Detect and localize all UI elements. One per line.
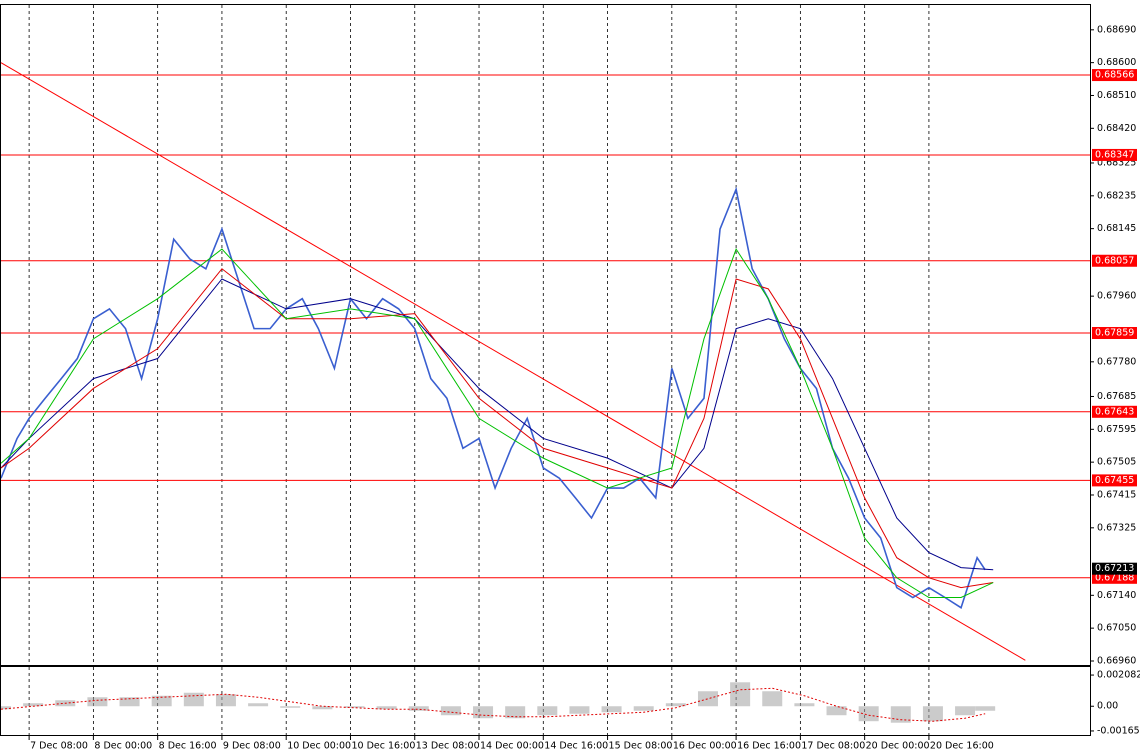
- x-tick-label: 20 Dec 16:00: [930, 741, 994, 752]
- level-label: 0.68566: [1095, 70, 1134, 81]
- x-tick-label: 20 Dec 00:00: [866, 741, 930, 752]
- histogram-bar: [922, 706, 943, 722]
- x-tick-label: 15 Dec 08:00: [609, 741, 673, 752]
- y-tick-label: 0.67960: [1097, 291, 1136, 302]
- signal-line: [1, 687, 986, 722]
- histogram-bar: [569, 706, 590, 714]
- y-tick-label: -0.00165: [1097, 725, 1140, 736]
- histogram-bar: [537, 706, 558, 716]
- x-tick-label: 10 Dec 16:00: [351, 741, 415, 752]
- histogram-bar: [280, 706, 301, 708]
- y-tick-label: 0.67780: [1097, 356, 1136, 367]
- level-label-box: [1092, 69, 1137, 82]
- histogram-bar: [248, 703, 269, 707]
- level-label: 0.68347: [1095, 149, 1134, 160]
- main-panel: [0, 4, 1091, 666]
- moving-average: [1, 247, 994, 599]
- histogram-bar: [826, 706, 847, 716]
- y-tick-label: 0.68600: [1097, 57, 1136, 68]
- x-tick-label: 14 Dec 00:00: [480, 741, 544, 752]
- histogram-bar: [440, 706, 461, 716]
- y-tick-label: 0.68235: [1097, 190, 1136, 201]
- histogram-bar: [1, 706, 11, 710]
- trend-line: [0, 62, 1026, 661]
- level-label-box: [1092, 474, 1137, 487]
- y-tick-label: 0.002082: [1097, 670, 1140, 681]
- x-tick-label: 8 Dec 00:00: [94, 741, 152, 752]
- x-tick-label: 16 Dec 16:00: [737, 741, 801, 752]
- y-tick-label: 0.67595: [1097, 424, 1136, 435]
- level-label-box: [1092, 405, 1137, 418]
- price-line: [1, 186, 986, 609]
- y-tick-label: 0.67505: [1097, 457, 1136, 468]
- x-tick-label: 8 Dec 16:00: [159, 741, 217, 752]
- x-tick-label: 14 Dec 16:00: [544, 741, 608, 752]
- x-tick-label: 7 Dec 08:00: [30, 741, 88, 752]
- level-label-box: [1092, 148, 1137, 161]
- y-tick-label: 0.68420: [1097, 123, 1136, 134]
- y-tick-label: 0.67050: [1097, 623, 1136, 634]
- x-tick-label: 13 Dec 08:00: [416, 741, 480, 752]
- x-tick-label: 10 Dec 00:00: [287, 741, 351, 752]
- histogram-bar: [376, 706, 397, 710]
- histogram-bar: [151, 695, 172, 707]
- level-label-box: [1092, 254, 1137, 267]
- y-tick-label: 0.00: [1097, 701, 1118, 712]
- level-label-box: [1092, 326, 1137, 339]
- histogram-bar: [697, 691, 718, 707]
- last-price-box: [1092, 562, 1137, 575]
- y-tick-label: 0.68145: [1097, 223, 1136, 234]
- histogram-bar: [730, 682, 751, 707]
- y-tick-label: 0.68325: [1097, 157, 1136, 168]
- level-label: 0.67859: [1095, 327, 1134, 338]
- histogram-bar: [312, 706, 333, 710]
- y-tick-label: 0.67685: [1097, 391, 1136, 402]
- x-tick-label: 9 Dec 08:00: [223, 741, 281, 752]
- oscillator-panel: [0, 666, 1091, 736]
- histogram-bar: [23, 703, 44, 707]
- x-tick-label: 16 Dec 00:00: [673, 741, 737, 752]
- histogram-bar: [344, 706, 365, 708]
- y-tick-label: 0.67140: [1097, 590, 1136, 601]
- level-label-box: [1092, 571, 1137, 584]
- histogram-bar: [183, 692, 204, 707]
- layer: 7 Dec 08:00 8 Dec 00:00 8 Dec 16:00 9 Dec 0…: [0, 5, 1140, 752]
- y-tick-label: 0.68510: [1097, 90, 1136, 101]
- histogram-bar: [408, 706, 429, 711]
- y-tick-label: 0.67325: [1097, 522, 1136, 533]
- histogram-bar: [665, 703, 686, 707]
- moving-average: [1, 278, 994, 571]
- level-label: 0.67188: [1095, 572, 1134, 583]
- x-tick-label: 17 Dec 08:00: [801, 741, 865, 752]
- histogram-bar: [794, 703, 815, 707]
- y-tick-label: 0.66960: [1097, 655, 1136, 666]
- histogram-bar: [890, 706, 911, 723]
- histogram-bar: [473, 706, 494, 719]
- histogram-bar: [119, 697, 140, 707]
- histogram-bar: [215, 694, 236, 707]
- histogram-bar: [975, 706, 996, 711]
- histogram-bar: [955, 706, 976, 716]
- histogram-bar: [87, 697, 108, 707]
- histogram-bar: [601, 706, 622, 713]
- level-label: 0.67643: [1095, 406, 1134, 417]
- level-label: 0.68057: [1095, 255, 1134, 266]
- last-price-label: 0.67213: [1095, 563, 1134, 574]
- y-tick-label: 0.68690: [1097, 24, 1136, 35]
- histogram-bar: [858, 706, 879, 722]
- level-label: 0.67455: [1095, 475, 1134, 486]
- histogram-bar: [505, 706, 526, 719]
- y-tick-label: 0.67415: [1097, 489, 1136, 500]
- histogram-bar: [633, 706, 654, 711]
- histogram-bar: [762, 691, 783, 707]
